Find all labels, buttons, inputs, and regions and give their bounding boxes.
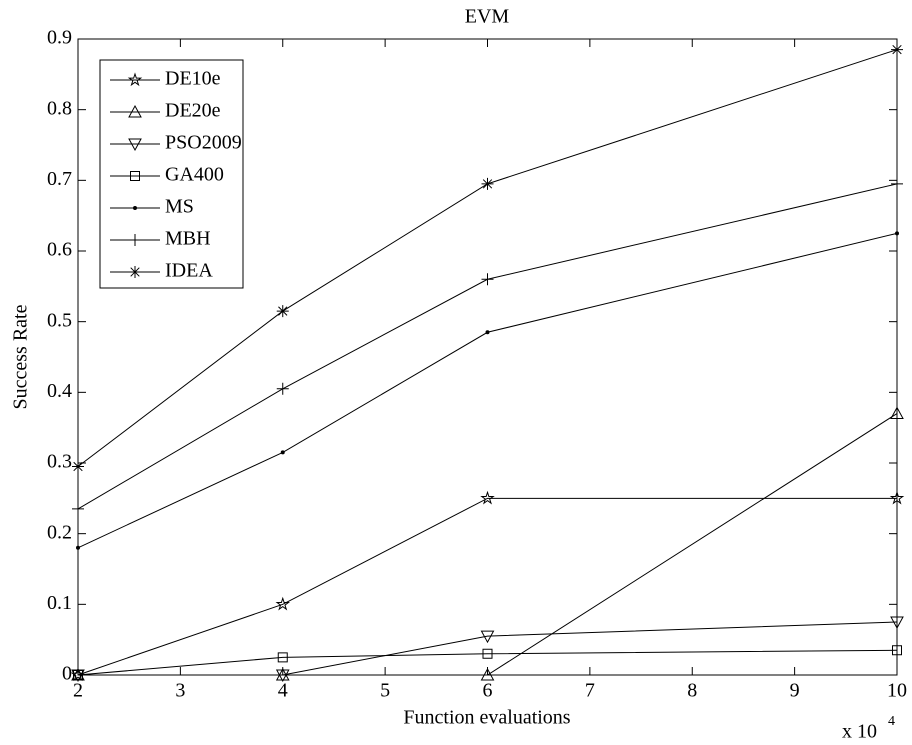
x-tick-label: 7 — [585, 680, 595, 702]
y-tick-label: 0.1 — [47, 592, 72, 614]
x-tick-label: 5 — [380, 680, 390, 702]
x-tick-label: 4 — [278, 680, 288, 702]
x-multiplier: x 10 — [842, 721, 877, 743]
chart-title: EVM — [465, 6, 510, 28]
marker — [891, 43, 903, 56]
marker — [75, 545, 81, 550]
legend-marker — [129, 266, 141, 278]
series-line — [77, 183, 898, 510]
marker — [276, 305, 289, 318]
marker — [890, 406, 904, 420]
legend-marker — [130, 171, 140, 181]
legend-label: GA400 — [165, 164, 224, 186]
legend-label: DE10e — [165, 68, 221, 90]
legend-marker — [128, 138, 142, 152]
marker — [481, 273, 494, 286]
marker — [275, 596, 290, 611]
legend-label: MS — [165, 196, 194, 218]
x-tick-label: 10 — [887, 680, 907, 702]
y-tick-label: 0.5 — [47, 309, 72, 331]
legend-label: DE20e — [165, 100, 221, 122]
legend-marker — [127, 72, 143, 87]
legend-marker — [132, 206, 138, 210]
legend-marker — [129, 234, 141, 246]
marker — [892, 645, 902, 656]
x-multiplier-exponent: 4 — [888, 714, 895, 729]
x-tick-label: 2 — [73, 680, 83, 702]
marker — [72, 460, 84, 473]
legend-label: MBH — [165, 228, 211, 250]
marker — [72, 502, 84, 515]
legend-marker — [128, 104, 142, 118]
x-axis-label: Function evaluations — [403, 707, 570, 729]
marker — [894, 231, 900, 236]
marker — [889, 490, 905, 505]
series-line — [77, 232, 898, 549]
y-tick-label: 0 — [62, 663, 72, 685]
x-tick-label: 9 — [790, 680, 800, 702]
marker — [275, 669, 290, 683]
x-tick-label: 8 — [687, 680, 697, 702]
marker — [480, 490, 495, 505]
y-tick-label: 0.3 — [47, 451, 72, 473]
marker — [482, 648, 493, 659]
y-axis-label: Success Rate — [10, 304, 32, 409]
x-tick-label: 6 — [483, 680, 493, 702]
y-tick-label: 0.7 — [47, 168, 72, 190]
marker — [276, 382, 289, 395]
marker — [890, 616, 904, 630]
series-line — [77, 49, 898, 467]
series-line — [77, 497, 897, 676]
marker — [73, 670, 83, 680]
y-tick-label: 0.2 — [47, 521, 72, 543]
marker — [481, 177, 494, 190]
marker — [485, 330, 490, 335]
legend — [99, 59, 244, 289]
legend-label: PSO2009 — [165, 132, 242, 154]
y-tick-label: 0.8 — [47, 97, 72, 119]
marker — [277, 652, 288, 663]
x-tick-label: 3 — [175, 680, 185, 702]
series-line — [77, 649, 898, 676]
legend-label: IDEA — [165, 260, 213, 282]
y-tick-label: 0.6 — [47, 239, 72, 261]
y-tick-label: 0.9 — [47, 27, 72, 49]
marker — [280, 450, 285, 455]
y-tick-label: 0.4 — [47, 380, 72, 402]
marker — [891, 177, 903, 190]
marker — [480, 630, 495, 644]
marker — [480, 667, 495, 681]
